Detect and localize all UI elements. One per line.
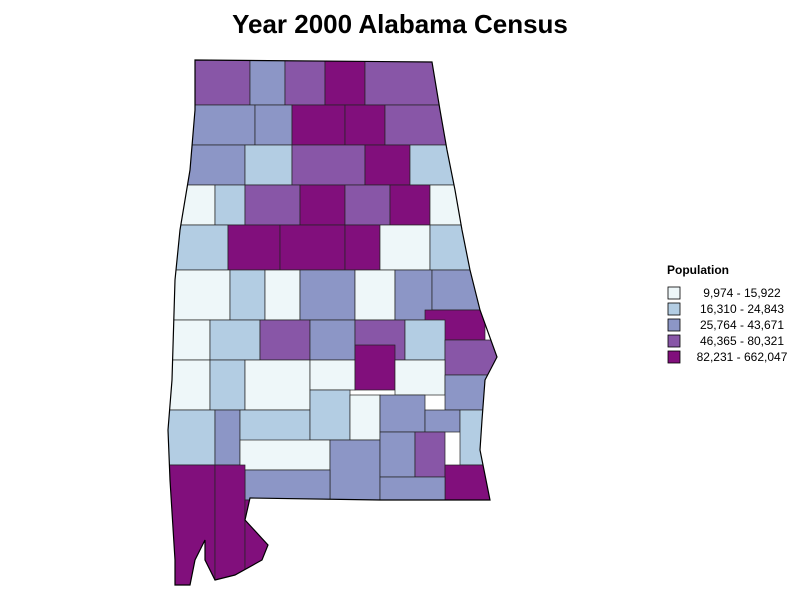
county <box>168 184 216 226</box>
county <box>349 394 381 441</box>
county <box>379 224 431 271</box>
county <box>424 409 461 433</box>
county <box>459 409 497 466</box>
state-outline <box>167 59 498 586</box>
county <box>168 269 231 321</box>
county <box>344 184 391 226</box>
county <box>291 104 346 146</box>
county <box>379 476 446 503</box>
legend-label: 16,310 - 24,843 <box>700 302 784 316</box>
counties <box>168 60 497 585</box>
county <box>379 431 416 478</box>
legend-label: 46,365 - 80,321 <box>700 334 784 348</box>
legend-swatch <box>667 318 681 332</box>
county <box>284 60 326 106</box>
county <box>429 184 497 226</box>
county <box>168 104 256 146</box>
county <box>168 409 216 466</box>
county <box>214 184 246 226</box>
county <box>344 224 381 271</box>
county <box>291 144 366 186</box>
legend-label: 25,764 - 43,671 <box>700 318 784 332</box>
county <box>168 359 211 411</box>
county <box>444 464 497 506</box>
county <box>259 319 311 361</box>
county <box>229 269 266 321</box>
county <box>168 319 211 361</box>
county <box>324 60 366 106</box>
county <box>409 144 497 186</box>
county <box>394 359 446 396</box>
county <box>354 269 396 321</box>
county <box>227 224 281 271</box>
county <box>279 224 346 271</box>
county <box>299 184 346 226</box>
county <box>414 431 446 478</box>
county <box>264 269 301 321</box>
county <box>344 104 386 146</box>
county <box>244 359 311 411</box>
county <box>379 394 426 433</box>
legend: 9,974 - 15,922 16,310 - 24,843 25,764 - 43… <box>667 286 788 364</box>
county <box>168 224 229 271</box>
county <box>168 464 216 585</box>
county <box>249 60 286 106</box>
county <box>329 439 381 501</box>
county <box>244 184 301 226</box>
county <box>214 409 241 466</box>
county <box>239 439 331 471</box>
legend-swatch <box>667 350 681 364</box>
county <box>214 464 246 585</box>
county <box>244 469 331 501</box>
county <box>444 374 497 411</box>
county <box>364 144 411 186</box>
legend-label: 9,974 - 15,922 <box>703 286 781 300</box>
county <box>404 319 446 361</box>
county <box>431 269 497 311</box>
legend-swatch <box>667 302 681 316</box>
county <box>168 60 251 106</box>
legend-label: 82,231 - 662,047 <box>697 350 788 364</box>
county <box>444 339 497 376</box>
map-title: Year 2000 Alabama Census <box>232 9 568 39</box>
legend-swatch <box>667 286 681 300</box>
county <box>209 359 246 411</box>
county <box>309 389 351 441</box>
legend-swatch <box>667 334 681 348</box>
county <box>254 104 293 146</box>
county <box>168 144 246 186</box>
county <box>389 184 431 226</box>
county <box>299 269 356 321</box>
county <box>309 319 356 361</box>
legend-title: Population <box>667 263 729 277</box>
county <box>244 499 276 585</box>
county <box>209 319 261 361</box>
county <box>309 359 356 391</box>
county <box>244 144 293 186</box>
county <box>354 344 396 391</box>
